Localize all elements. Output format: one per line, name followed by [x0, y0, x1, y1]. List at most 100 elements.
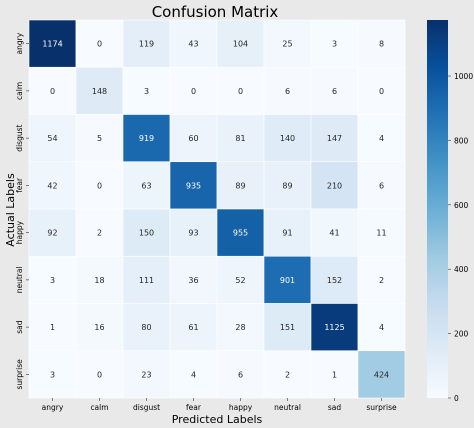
cell-value-label: 16: [94, 323, 104, 332]
heatmap-cell: [75, 114, 124, 163]
cell-value-label: 8: [379, 40, 384, 49]
cell-value-label: 0: [97, 370, 102, 379]
cell-value-label: 11: [376, 229, 386, 238]
cell-value-label: 6: [238, 370, 243, 379]
colorbar-tick-label: 200: [454, 330, 469, 339]
cell-value-label: 4: [379, 134, 384, 143]
cell-value-label: 140: [280, 134, 295, 143]
heatmap-cell: [122, 114, 171, 163]
x-tick-label: angry: [42, 403, 64, 412]
y-tick-label: angry: [15, 32, 24, 54]
cell-value-label: 210: [327, 181, 342, 190]
cell-value-label: 4: [379, 323, 384, 332]
cell-value-label: 111: [139, 276, 154, 285]
cell-value-label: 151: [280, 323, 295, 332]
cell-value-label: 25: [282, 40, 292, 49]
heatmap-cell: [75, 19, 124, 68]
heatmap-cell: [263, 19, 312, 68]
cell-value-label: 3: [144, 87, 149, 96]
cell-value-label: 41: [329, 229, 339, 238]
heatmap-cell: [122, 303, 171, 352]
cell-value-label: 0: [97, 181, 102, 190]
heatmap-cell: [122, 208, 171, 257]
heatmap-cell: [357, 114, 406, 163]
y-tick-label: sad: [15, 320, 24, 334]
heatmap-cell: [122, 161, 171, 210]
cell-value-label: 61: [188, 323, 198, 332]
cell-value-label: 1: [332, 370, 337, 379]
colorbar-tick-label: 800: [454, 136, 469, 145]
heatmap-cell: [169, 161, 218, 210]
heatmap-cell: [28, 303, 77, 352]
cell-value-label: 89: [282, 181, 292, 190]
cell-value-label: 18: [94, 276, 104, 285]
heatmap-cell: [310, 255, 359, 304]
cell-value-label: 28: [235, 323, 245, 332]
heatmap-cell: [263, 208, 312, 257]
y-tick-label: disgust: [15, 125, 24, 152]
heatmap-cell: [28, 161, 77, 210]
cell-value-label: 6: [379, 181, 384, 190]
cell-value-label: 3: [50, 370, 55, 379]
cell-value-label: 2: [97, 229, 102, 238]
heatmap-cell: [169, 114, 218, 163]
heatmap-cell: [216, 350, 265, 399]
cell-value-label: 43: [188, 40, 198, 49]
cell-value-label: 89: [235, 181, 245, 190]
heatmap-cell: [216, 255, 265, 304]
cell-value-label: 6: [332, 87, 337, 96]
x-tick-label: neutral: [274, 403, 301, 412]
heatmap-cell: [310, 161, 359, 210]
cell-value-label: 424: [374, 370, 389, 379]
x-tick-label: happy: [229, 403, 253, 412]
y-tick-label: fear: [15, 177, 24, 193]
x-tick-label: surprise: [366, 403, 397, 412]
cell-value-label: 4: [191, 370, 196, 379]
heatmap-cell: [357, 19, 406, 68]
heatmap-cell: [310, 208, 359, 257]
cell-value-label: 5: [97, 134, 102, 143]
heatmap-cell: [357, 208, 406, 257]
heatmap-cell: [169, 66, 218, 115]
x-tick-label: sad: [328, 403, 342, 412]
heatmap-cell: [216, 114, 265, 163]
cell-value-label: 6: [285, 87, 290, 96]
x-axis-label: Predicted Labels: [172, 413, 263, 426]
cell-value-label: 152: [327, 276, 342, 285]
cell-value-label: 0: [50, 87, 55, 96]
cell-value-label: 935: [186, 181, 201, 190]
heatmap-cell: [263, 255, 312, 304]
cell-value-label: 91: [282, 229, 292, 238]
x-tick-label: disgust: [133, 403, 160, 412]
cell-value-label: 919: [139, 134, 154, 143]
colorbar-tick-label: 0: [454, 394, 459, 403]
heatmap-cell: [75, 303, 124, 352]
heatmap-cell: [122, 255, 171, 304]
cell-value-label: 901: [280, 276, 295, 285]
cell-value-label: 52: [235, 276, 245, 285]
cell-value-label: 148: [92, 87, 107, 96]
chart-title: Confusion Matrix: [152, 3, 279, 21]
colorbar-gradient: [427, 20, 448, 398]
cell-value-label: 0: [379, 87, 384, 96]
heatmap-cell: [263, 114, 312, 163]
colorbar-tick-label: 1000: [454, 72, 473, 81]
heatmap-cell: [216, 208, 265, 257]
heatmap-cell: [357, 303, 406, 352]
cell-value-label: 3: [332, 40, 337, 49]
heatmap-cell: [28, 19, 77, 68]
heatmap-cell: [263, 66, 312, 115]
cell-value-label: 147: [327, 134, 342, 143]
heatmap-cell: [122, 350, 171, 399]
heatmap-cell: [310, 114, 359, 163]
heatmap-cell: [216, 161, 265, 210]
cell-value-label: 3: [50, 276, 55, 285]
x-tick-label: fear: [186, 403, 202, 412]
colorbar-tick-label: 400: [454, 265, 469, 274]
cell-value-label: 119: [139, 40, 154, 49]
colorbar-ticks: 0 200 400 600 800 1000: [448, 72, 473, 403]
cell-value-label: 2: [285, 370, 290, 379]
cell-value-label: 1174: [42, 40, 62, 49]
cell-value-label: 63: [141, 181, 151, 190]
